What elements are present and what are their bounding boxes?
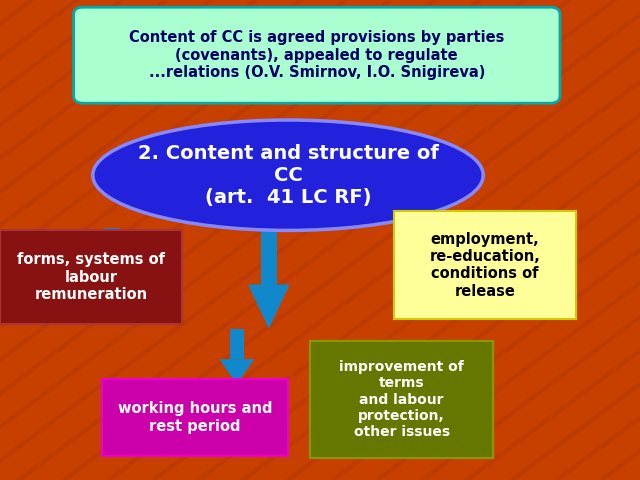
FancyBboxPatch shape (0, 230, 182, 324)
Polygon shape (91, 256, 133, 278)
FancyBboxPatch shape (74, 7, 560, 103)
FancyBboxPatch shape (310, 341, 493, 458)
Bar (104, 228, 120, 256)
Text: 2. Content and structure of
CC
(art.  41 LC RF): 2. Content and structure of CC (art. 41 … (138, 144, 438, 207)
Polygon shape (248, 285, 290, 329)
Text: Content of CC is agreed provisions by parties
(covenants), appealed to regulate
: Content of CC is agreed provisions by pa… (129, 30, 504, 80)
Text: improvement of
terms
and labour
protection,
other issues: improvement of terms and labour protecti… (339, 360, 464, 439)
FancyBboxPatch shape (102, 379, 288, 456)
Polygon shape (219, 359, 255, 384)
Text: working hours and
rest period: working hours and rest period (118, 401, 273, 434)
Ellipse shape (93, 120, 483, 230)
Polygon shape (456, 216, 498, 219)
Text: forms, systems of
labour
remuneration: forms, systems of labour remuneration (17, 252, 165, 302)
Bar (230, 329, 244, 359)
Text: employment,
re-education,
conditions of
release: employment, re-education, conditions of … (429, 232, 540, 299)
Bar (261, 230, 276, 285)
FancyBboxPatch shape (394, 211, 576, 319)
